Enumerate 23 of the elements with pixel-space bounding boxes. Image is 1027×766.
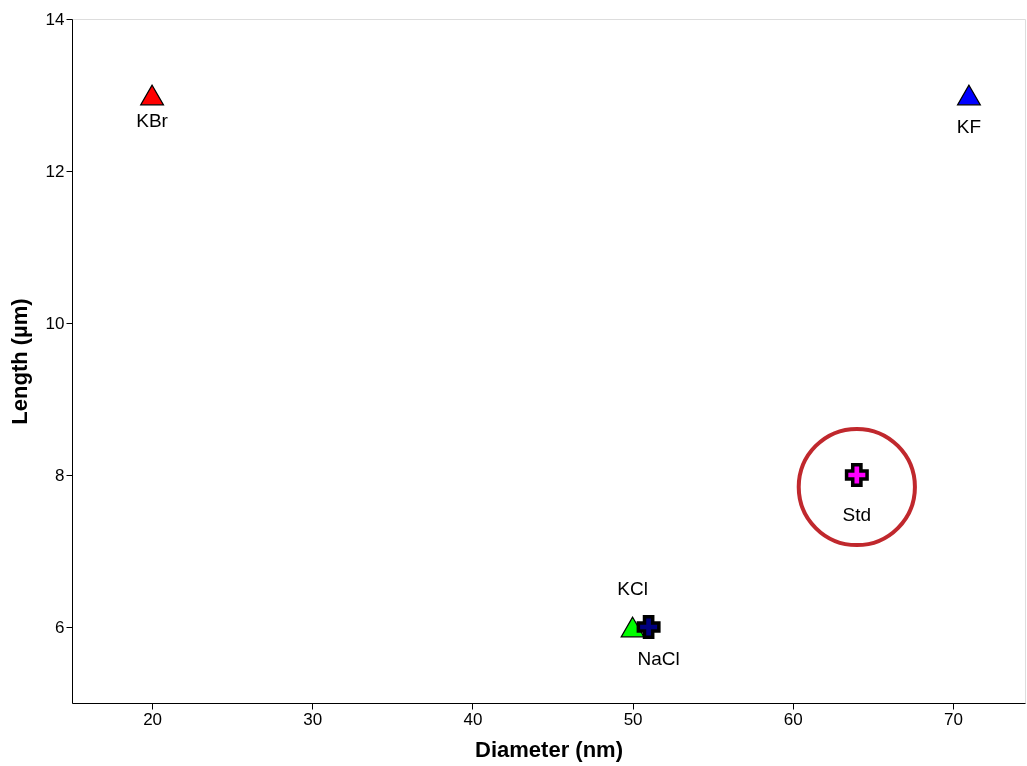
point [844, 463, 869, 487]
series-label: NaCl [637, 648, 680, 669]
series-label: KF [956, 116, 982, 137]
x-tick-label: 60 [783, 709, 803, 729]
y-axis-title: Length (µm) [6, 298, 32, 425]
x-tick-label: 40 [463, 709, 483, 729]
y-tick-label: 8 [55, 465, 65, 485]
x-axis-title: Diameter (nm) [475, 736, 623, 762]
y-tick-label: 10 [45, 313, 65, 333]
point [956, 84, 981, 106]
series-label: KBr [136, 110, 169, 131]
x-tick-label: 70 [943, 709, 963, 729]
series-label: Std [842, 504, 872, 525]
y-tick-label: 12 [45, 161, 65, 181]
x-tick-label: 50 [623, 709, 643, 729]
series-label: KCl [617, 578, 648, 599]
x-tick-label: 30 [303, 709, 323, 729]
x-tick-label: 20 [143, 709, 163, 729]
point [140, 84, 165, 106]
point [620, 616, 645, 638]
y-tick-label: 14 [45, 9, 65, 29]
y-tick-label: 6 [55, 617, 65, 637]
point [636, 615, 661, 639]
